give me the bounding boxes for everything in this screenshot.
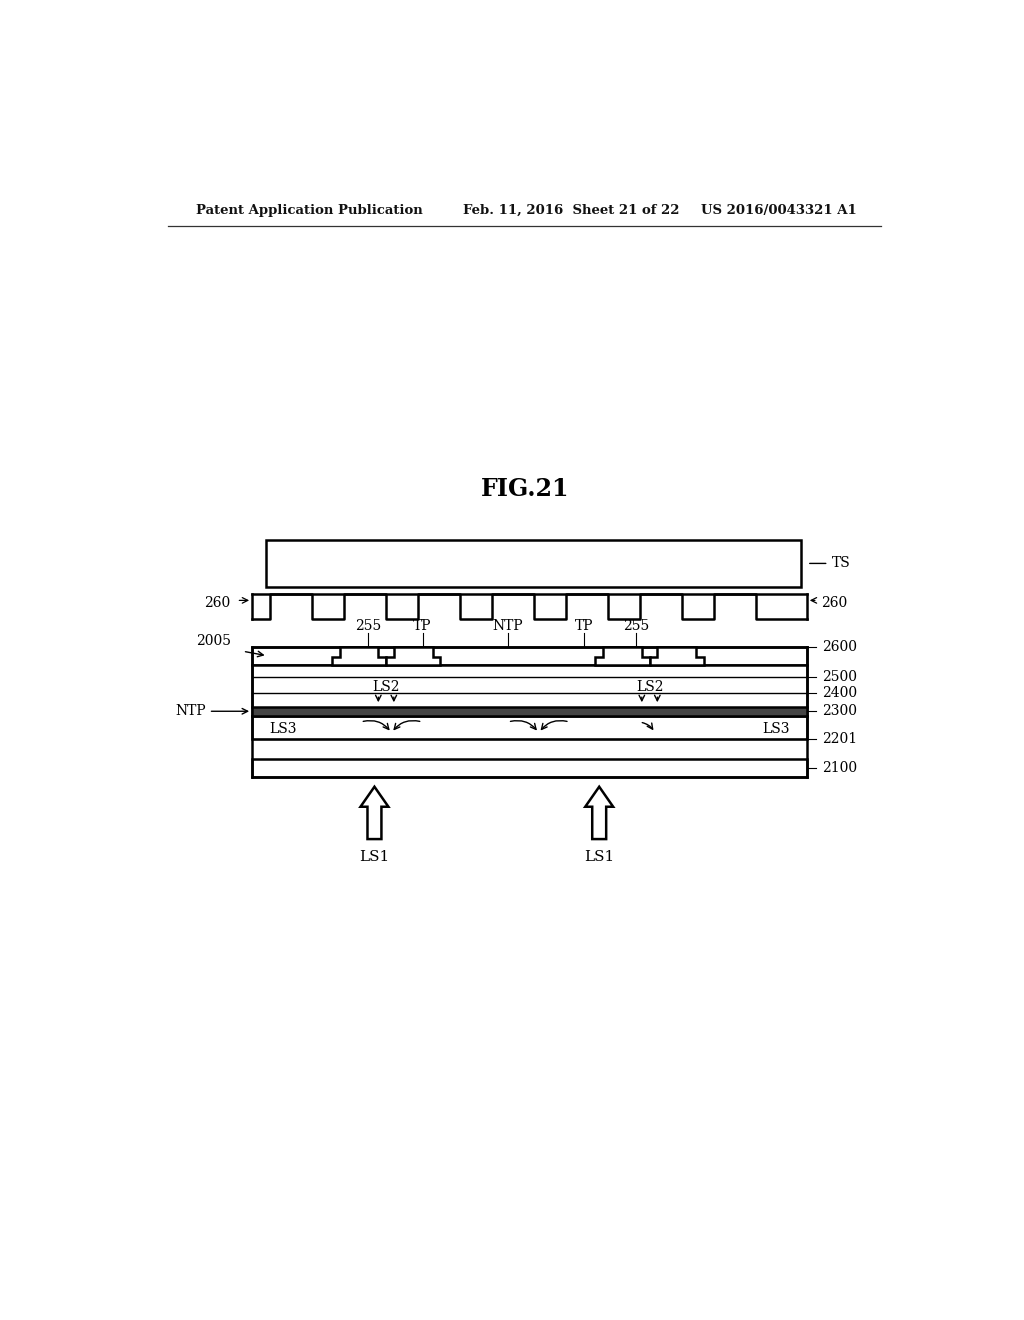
Text: Patent Application Publication: Patent Application Publication (197, 205, 423, 218)
Bar (252, 706, 807, 715)
Polygon shape (649, 647, 703, 665)
Text: LS2: LS2 (373, 680, 399, 694)
Text: 2400: 2400 (822, 686, 857, 700)
Text: LS3: LS3 (269, 722, 297, 737)
Text: TS: TS (831, 557, 851, 570)
Text: TP: TP (574, 619, 593, 632)
Text: LS1: LS1 (359, 850, 389, 863)
Text: NTP: NTP (493, 619, 523, 632)
Text: 260: 260 (204, 597, 230, 610)
Text: LS1: LS1 (584, 850, 614, 863)
Text: TP: TP (414, 619, 432, 632)
Text: US 2016/0043321 A1: US 2016/0043321 A1 (700, 205, 856, 218)
Text: 2100: 2100 (822, 762, 857, 775)
Bar (252, 665, 807, 715)
Polygon shape (332, 647, 386, 665)
Text: Feb. 11, 2016  Sheet 21 of 22: Feb. 11, 2016 Sheet 21 of 22 (463, 205, 679, 218)
Bar (266, 540, 801, 586)
Bar (252, 759, 807, 777)
Bar (252, 647, 807, 665)
Polygon shape (360, 787, 388, 840)
Bar (252, 665, 807, 777)
Polygon shape (586, 787, 613, 840)
Text: 255: 255 (624, 619, 649, 632)
Text: 260: 260 (821, 597, 847, 610)
Polygon shape (595, 647, 649, 665)
Text: 2201: 2201 (822, 733, 857, 746)
Text: FIG.21: FIG.21 (480, 478, 569, 502)
Text: 2005: 2005 (197, 635, 231, 648)
Text: 2300: 2300 (822, 705, 857, 718)
Text: 2600: 2600 (822, 640, 857, 653)
Text: 2500: 2500 (822, 671, 857, 684)
Polygon shape (386, 647, 440, 665)
Text: NTP: NTP (175, 705, 206, 718)
Text: LS3: LS3 (762, 722, 790, 737)
Bar (252, 715, 807, 739)
Text: 255: 255 (355, 619, 381, 632)
Text: LS2: LS2 (636, 680, 664, 694)
